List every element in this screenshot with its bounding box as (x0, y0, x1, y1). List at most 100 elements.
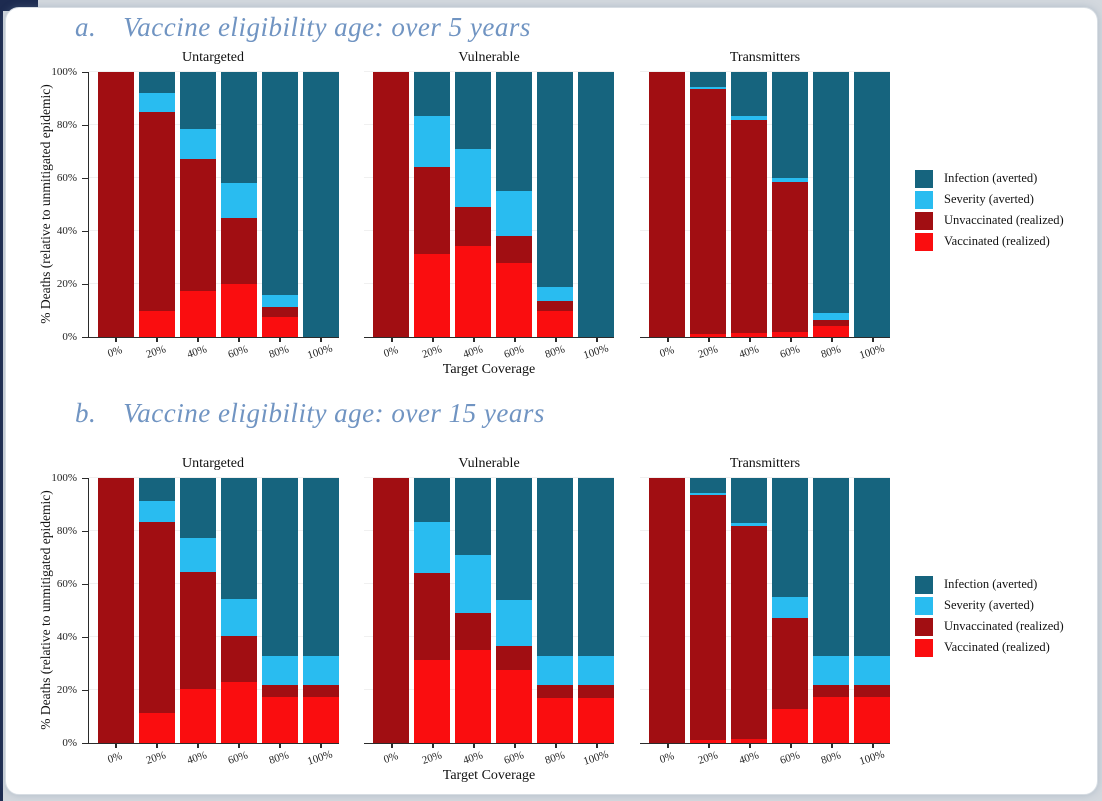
stacked-bar-20% (139, 72, 175, 337)
facets: Untargeted 0% 20% 40% 60% 80% 100% Vulnerable 0%… (88, 456, 890, 786)
x-tick-label: 100% (581, 748, 611, 768)
segment-infection (578, 478, 614, 656)
segment-severity (139, 500, 175, 522)
stacked-bar-60% (496, 72, 532, 337)
legend-item-infection: Infection (averted) (915, 574, 1064, 595)
segment-unvaccinated (455, 613, 491, 651)
segment-vaccinated (414, 659, 450, 743)
segment-vaccinated (262, 317, 298, 337)
stacked-bar-100% (854, 478, 890, 743)
segment-vaccinated (180, 290, 216, 337)
legend-item-severity: Severity (averted) (915, 189, 1064, 210)
x-tick-mark (115, 744, 117, 748)
segment-infection (690, 72, 726, 87)
segment-unvaccinated (772, 618, 808, 709)
legend-item-vaccinated: Vaccinated (realized) (915, 637, 1064, 658)
segment-vaccinated (496, 262, 532, 337)
x-tick-mark (708, 338, 710, 342)
segment-severity (772, 597, 808, 619)
plot-area (364, 71, 614, 338)
x-tick-label: 80% (819, 343, 843, 361)
x-tick-label: 60% (226, 343, 250, 361)
panel-b-label: b. (75, 398, 97, 428)
segment-infection (221, 72, 257, 184)
segment-unvaccinated (373, 72, 409, 337)
segment-unvaccinated (772, 181, 808, 332)
y-tick-label: 40% (56, 225, 77, 237)
x-tick-mark (238, 338, 240, 342)
legend-swatch-unvaccinated (915, 617, 933, 636)
legend-item-infection: Infection (averted) (915, 168, 1064, 189)
segment-infection (221, 478, 257, 599)
segment-vaccinated (139, 310, 175, 337)
x-tick-mark (749, 338, 751, 342)
x-axis-ticks: 0% 20% 40% 60% 80% 100% (640, 338, 890, 380)
y-tick-mark (82, 742, 88, 744)
segment-severity (690, 86, 726, 90)
stacked-bar-0% (98, 478, 134, 743)
x-axis-label: Target Coverage (442, 768, 536, 783)
x-tick-label: 40% (185, 343, 209, 361)
segment-infection (731, 478, 767, 524)
facet-transmitters: Transmitters 0% 20% 40% 60% 80% 100% (640, 456, 890, 786)
x-tick-mark (555, 338, 557, 342)
x-tick-label: 80% (543, 749, 567, 767)
x-axis-label: Target Coverage (442, 362, 536, 377)
segment-infection (496, 72, 532, 192)
gridline (640, 71, 890, 72)
segment-vaccinated (414, 253, 450, 337)
segment-unvaccinated (414, 573, 450, 660)
x-tick-mark (432, 338, 434, 342)
stacked-bar-80% (262, 478, 298, 743)
segment-vaccinated (221, 284, 257, 337)
segment-unvaccinated (373, 478, 409, 743)
x-tick-label: 20% (696, 749, 720, 767)
facet-title: Vulnerable (458, 50, 520, 65)
x-tick-label: 20% (696, 343, 720, 361)
legend-label: Vaccinated (realized) (944, 234, 1050, 248)
segment-unvaccinated (180, 159, 216, 291)
bars (364, 478, 614, 743)
segment-unvaccinated (578, 684, 614, 698)
segment-unvaccinated (98, 72, 134, 337)
segment-unvaccinated (649, 478, 685, 743)
gridline (640, 477, 890, 478)
facet-title: Untargeted (182, 456, 244, 471)
panel-b-title: b. Vaccine eligibility age: over 15 years (75, 398, 545, 429)
segment-severity (731, 523, 767, 526)
stacked-bar-0% (98, 72, 134, 337)
segment-vaccinated (303, 696, 339, 743)
segment-infection (180, 478, 216, 538)
segment-vaccinated (813, 696, 849, 743)
x-tick-mark (432, 744, 434, 748)
bars (640, 478, 890, 743)
y-tick-mark (82, 71, 88, 73)
x-tick-mark (831, 744, 833, 748)
gridline (89, 477, 339, 478)
segment-severity (139, 93, 175, 112)
stacked-bar-40% (731, 478, 767, 743)
segment-unvaccinated (414, 167, 450, 254)
segment-unvaccinated (98, 478, 134, 743)
stacked-bar-60% (772, 478, 808, 743)
segment-unvaccinated (262, 684, 298, 697)
stacked-bar-20% (690, 72, 726, 337)
segment-infection (578, 72, 614, 337)
segment-vaccinated (772, 331, 808, 337)
segment-severity (772, 178, 808, 182)
x-tick-mark (790, 744, 792, 748)
x-tick-mark (279, 744, 281, 748)
y-tick-label: 0% (62, 331, 77, 343)
y-tick-mark (82, 177, 88, 179)
stacked-bar-80% (537, 72, 573, 337)
segment-infection (854, 72, 890, 337)
y-tick-mark (82, 477, 88, 479)
y-tick-mark (82, 530, 88, 532)
y-tick-label: 100% (51, 66, 77, 78)
segment-severity (414, 521, 450, 574)
y-tick-label: 80% (56, 119, 77, 131)
stacked-bar-0% (649, 72, 685, 337)
segment-infection (772, 72, 808, 179)
stacked-bar-80% (813, 478, 849, 743)
segment-vaccinated (731, 739, 767, 743)
